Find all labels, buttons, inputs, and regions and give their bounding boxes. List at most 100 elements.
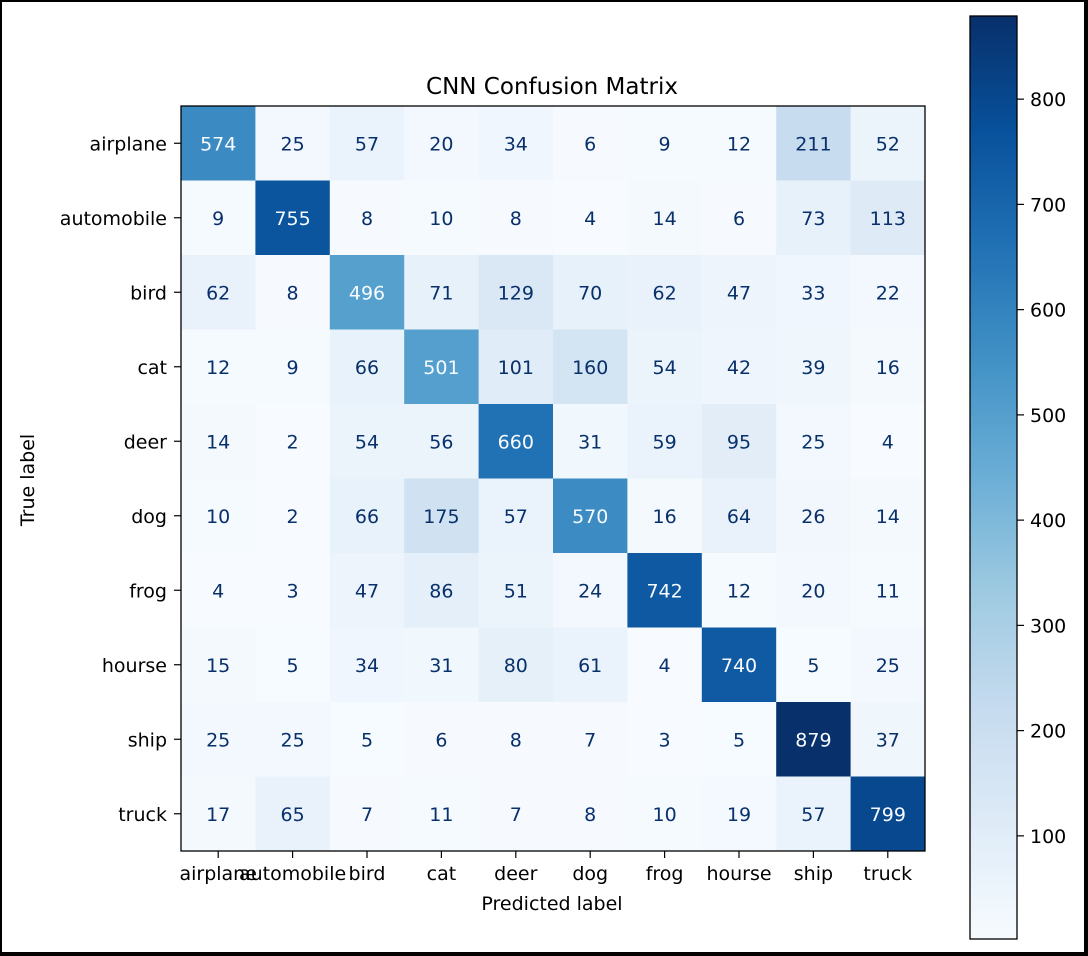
heatmap-cells bbox=[181, 106, 926, 852]
heatmap-cell bbox=[255, 776, 331, 852]
heatmap-cell bbox=[776, 478, 852, 554]
heatmap-cell bbox=[181, 404, 256, 479]
cell-value-label: 80 bbox=[504, 655, 528, 677]
heatmap-cell bbox=[553, 404, 628, 479]
heatmap-cell bbox=[255, 627, 331, 703]
heatmap-cell bbox=[329, 255, 405, 330]
heatmap-cell bbox=[255, 404, 331, 479]
heatmap-cell bbox=[478, 478, 554, 554]
cell-value-label: 57 bbox=[355, 133, 379, 155]
heatmap-cell bbox=[329, 776, 405, 852]
heatmap-cell bbox=[627, 478, 703, 554]
heatmap-cell bbox=[255, 478, 331, 554]
cell-value-label: 7 bbox=[361, 804, 373, 826]
plot-frame bbox=[180, 105, 926, 852]
heatmap-cell bbox=[181, 553, 256, 628]
cell-value-label: 16 bbox=[653, 506, 677, 528]
heatmap-cell bbox=[850, 702, 926, 777]
heatmap-cell bbox=[255, 180, 331, 256]
y-tick-label: dog bbox=[131, 506, 167, 528]
cell-value-label: 54 bbox=[355, 431, 379, 453]
y-tick-label: automobile bbox=[60, 208, 167, 230]
heatmap-cell bbox=[627, 404, 703, 479]
cell-value-label: 73 bbox=[801, 208, 825, 230]
cell-value-label: 11 bbox=[429, 804, 453, 826]
heatmap-cell bbox=[329, 478, 405, 554]
y-tick-label: ship bbox=[128, 729, 167, 751]
heatmap-cell bbox=[776, 702, 852, 777]
cell-value-label: 51 bbox=[504, 580, 528, 602]
heatmap-cell bbox=[404, 329, 480, 405]
cell-value-label: 86 bbox=[429, 580, 453, 602]
cell-value-label: 47 bbox=[727, 282, 751, 304]
y-tick-label: truck bbox=[118, 804, 167, 826]
cell-value-label: 6 bbox=[733, 208, 745, 230]
cell-value-label: 25 bbox=[801, 431, 825, 453]
cell-value-label: 7 bbox=[584, 729, 596, 751]
heatmap-cell bbox=[701, 702, 777, 777]
cell-value-label: 19 bbox=[727, 804, 751, 826]
heatmap-cell bbox=[776, 627, 852, 703]
heatmap-cell bbox=[627, 255, 703, 330]
heatmap-cell bbox=[850, 553, 926, 628]
cell-value-label: 5 bbox=[287, 655, 299, 677]
heatmap-cell bbox=[627, 180, 703, 256]
heatmap-cell bbox=[850, 627, 926, 703]
cell-value-label: 57 bbox=[504, 506, 528, 528]
heatmap-cell bbox=[478, 404, 554, 479]
heatmap-cell bbox=[478, 329, 554, 405]
heatmap-cell bbox=[181, 702, 256, 777]
x-tick-label: cat bbox=[427, 863, 457, 885]
heatmap-cell bbox=[255, 553, 331, 628]
cell-value-label: 2 bbox=[287, 506, 299, 528]
cell-value-label: 3 bbox=[287, 580, 299, 602]
heatmap-cell bbox=[181, 776, 256, 852]
colorbar-tick-label: 100 bbox=[1030, 826, 1066, 848]
cell-value-label: 47 bbox=[355, 580, 379, 602]
cell-value-label: 25 bbox=[876, 655, 900, 677]
colorbar-tick-label: 800 bbox=[1030, 89, 1066, 111]
cell-value-label: 8 bbox=[510, 208, 522, 230]
cell-value-label: 11 bbox=[876, 580, 900, 602]
heatmap-cell bbox=[850, 478, 926, 554]
cell-value-label: 31 bbox=[578, 431, 602, 453]
heatmap-cell bbox=[701, 404, 777, 479]
cell-value-label: 5 bbox=[807, 655, 819, 677]
heatmap-cell bbox=[404, 180, 480, 256]
cell-value-label: 39 bbox=[801, 357, 825, 379]
y-axis-label: True label bbox=[17, 434, 39, 527]
heatmap-cell bbox=[553, 180, 628, 256]
heatmap-cell bbox=[404, 478, 480, 554]
heatmap-cell bbox=[553, 702, 628, 777]
heatmap-cell bbox=[329, 404, 405, 479]
cell-value-label: 10 bbox=[206, 506, 230, 528]
cell-value-label: 56 bbox=[429, 431, 453, 453]
heatmap-cell bbox=[181, 329, 256, 405]
heatmap-cell bbox=[701, 255, 777, 330]
cell-value-label: 660 bbox=[498, 431, 534, 453]
cell-value-label: 14 bbox=[206, 431, 230, 453]
heatmap-cell bbox=[404, 702, 480, 777]
cell-value-label: 4 bbox=[882, 431, 894, 453]
cell-value-label: 42 bbox=[727, 357, 751, 379]
cell-value-label: 25 bbox=[206, 729, 230, 751]
heatmap-cell bbox=[329, 627, 405, 703]
heatmap-cell bbox=[329, 702, 405, 777]
cell-value-label: 3 bbox=[659, 729, 671, 751]
heatmap-cell bbox=[478, 255, 554, 330]
y-tick-label: cat bbox=[137, 357, 167, 379]
y-tick-label: deer bbox=[124, 431, 167, 453]
cell-value-label: 10 bbox=[653, 804, 677, 826]
y-axis-ticks: airplane automobile bird cat deer dog frog hour… bbox=[60, 133, 181, 826]
colorbar-tick-label: 300 bbox=[1030, 615, 1066, 637]
heatmap-cell bbox=[404, 106, 480, 181]
cell-value-label: 31 bbox=[429, 655, 453, 677]
cell-value-label: 211 bbox=[795, 133, 831, 155]
heatmap-cell bbox=[255, 329, 331, 405]
cell-value-label: 66 bbox=[355, 357, 379, 379]
heatmap-cell bbox=[553, 776, 628, 852]
cell-value-label: 54 bbox=[653, 357, 677, 379]
heatmap-cell bbox=[850, 776, 926, 852]
